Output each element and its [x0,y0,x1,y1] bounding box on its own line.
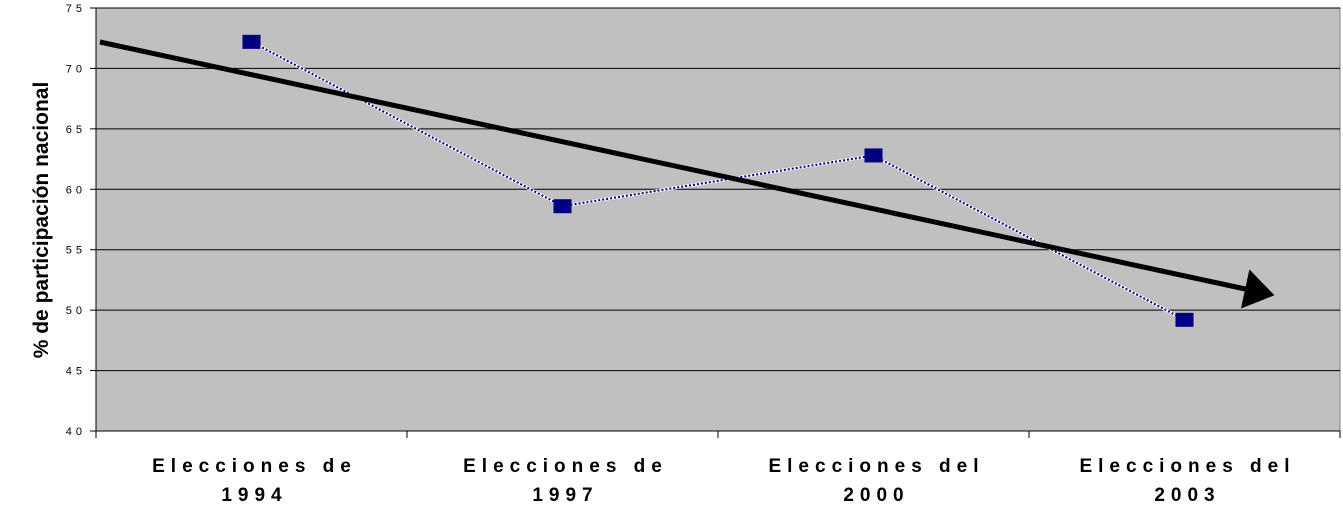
x-tick-label: Elecciones del 2000 [768,456,985,506]
y-tick-label: 55 [66,245,86,257]
y-axis-label: % de participación nacional [30,82,53,359]
point [1175,312,1194,327]
series-line [251,40,1185,321]
y-tick-label: 65 [66,124,86,136]
point [242,34,261,49]
y-tick-label: 60 [66,184,86,196]
point [864,148,883,163]
y-tick-label: 45 [66,366,86,378]
y-tick-label: 40 [66,426,86,438]
x-tick-label: Elecciones de 1997 [463,456,668,506]
y-tick-label: 50 [66,305,86,317]
y-tick-label: 70 [66,63,86,75]
x-tick-label: Elecciones de 1994 [152,456,357,506]
y-tick-label: 75 [66,3,86,15]
point [553,199,572,214]
plot-area [95,7,1341,432]
x-tick-label: Elecciones del 2003 [1079,456,1296,506]
trend-arrow [99,39,1275,309]
